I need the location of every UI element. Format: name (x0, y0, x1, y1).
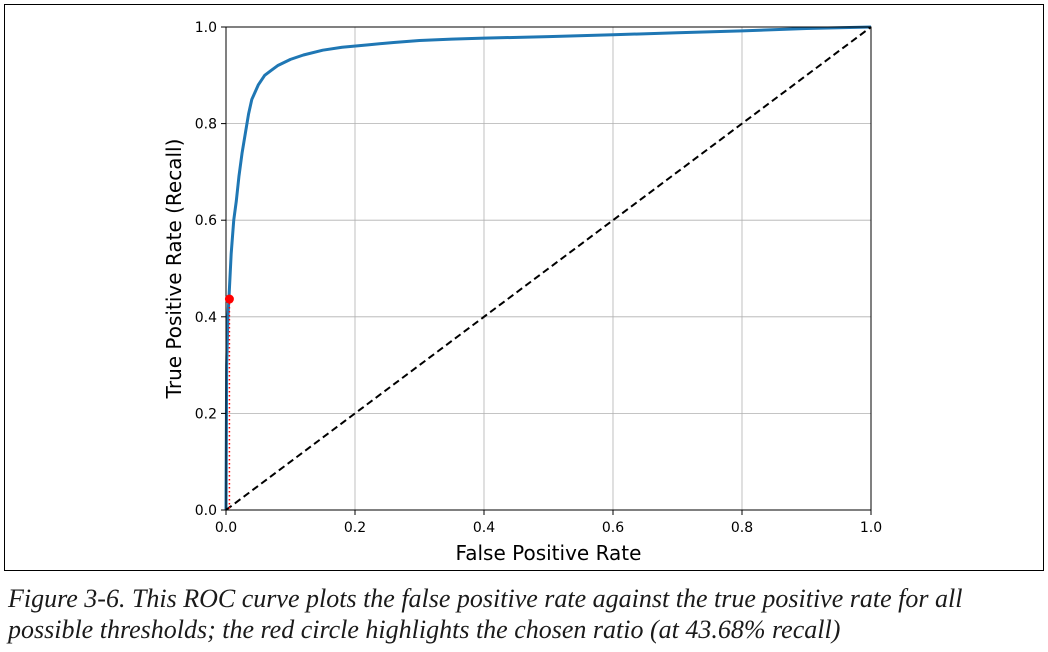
y-tick-label: 1.0 (195, 20, 217, 36)
x-tick-label: 1.0 (860, 520, 882, 536)
series-lines (224, 25, 872, 511)
x-axis-label: False Positive Rate (456, 541, 642, 565)
y-tick-label: 0.0 (195, 503, 217, 519)
y-tick-label: 0.2 (195, 406, 217, 422)
y-tick-label: 0.6 (195, 213, 217, 229)
y-tick-label: 0.8 (195, 117, 217, 133)
roc-chart: 0.0 0.2 0.4 0.6 0.8 1.0 0.0 0.2 0.4 0.6 0.8 1.0 Fal… (162, 20, 882, 565)
x-tick-label: 0.0 (215, 520, 237, 536)
plot-area-border (225, 26, 872, 511)
figure-caption: Figure 3-6. This ROC curve plots the fal… (8, 584, 963, 644)
highlight-marker (224, 294, 234, 304)
x-tick-label: 0.6 (602, 520, 624, 536)
figure-frame: 0.0 0.2 0.4 0.6 0.8 1.0 0.0 0.2 0.4 0.6 0.8 1.0 Fal… (4, 4, 1044, 571)
x-tick-label: 0.2 (344, 520, 366, 536)
random-classifier-line (225, 26, 872, 511)
y-tick-label: 0.4 (195, 310, 217, 326)
roc-curve-line (224, 25, 872, 511)
x-tick-label: 0.8 (731, 520, 753, 536)
chosen-threshold-point (224, 294, 234, 304)
axis-ticks: 0.0 0.2 0.4 0.6 0.8 1.0 0.0 0.2 0.4 0.6 0.8 1.0 (195, 20, 882, 536)
y-axis-label: True Positive Rate (Recall) (162, 139, 186, 400)
x-tick-label: 0.4 (473, 520, 495, 536)
